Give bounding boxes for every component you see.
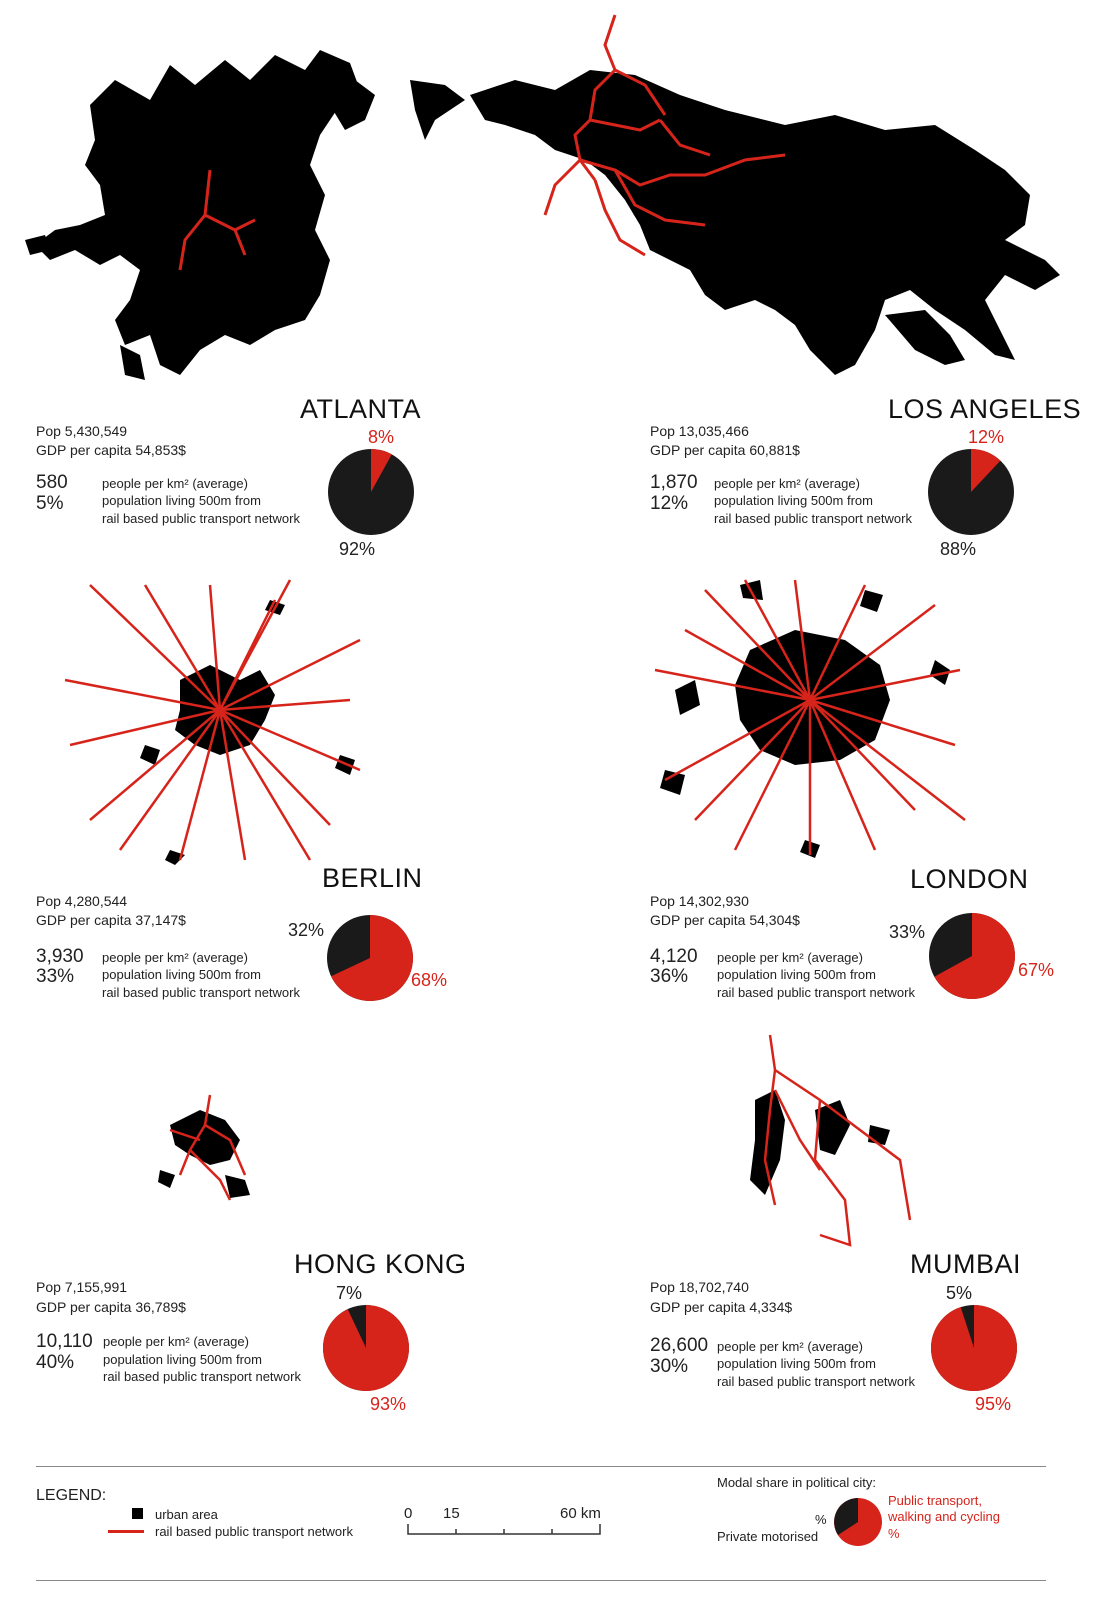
city-title-atlanta: ATLANTA — [300, 394, 422, 424]
pie-public-label-berlin: 68% — [411, 970, 448, 990]
city-density-mumbai: 26,600 — [650, 1335, 709, 1356]
city-title-hong-kong: HONG KONG — [294, 1249, 467, 1279]
pie-slice-public-los-angeles — [971, 449, 1001, 492]
city-gdp-hong-kong: GDP per capita 36,789$ — [36, 1299, 186, 1315]
rail-label-2-atlanta: rail based public transport network — [102, 511, 300, 526]
pie-chart-hong-kong — [322, 1305, 409, 1391]
city-density-london: 4,120 — [650, 946, 698, 967]
london-map — [654, 579, 966, 858]
pie-chart-berlin — [327, 915, 413, 1001]
pie-private-label-london: 33% — [889, 922, 926, 942]
rail-label-2-berlin: rail based public transport network — [102, 985, 300, 1000]
legend-pie-icon — [834, 1498, 882, 1546]
density-label-mumbai: people per km² (average) — [717, 1339, 863, 1354]
city-density-los-angeles: 1,870 — [650, 472, 698, 493]
hong-kong-map — [158, 1094, 250, 1201]
rail-label-1-los-angeles: population living 500m from — [714, 493, 873, 508]
rail-label-2-hong-kong: rail based public transport network — [103, 1369, 301, 1384]
modal-share-title: Modal share in political city: — [717, 1475, 876, 1490]
pie-slice-public-hong-kong — [322, 1305, 409, 1391]
pie-chart-los-angeles — [928, 449, 1014, 535]
pie-private-label-los-angeles: 88% — [940, 539, 977, 559]
city-rail-pct-london: 36% — [650, 966, 689, 987]
density-label-berlin: people per km² (average) — [102, 950, 248, 965]
city-gdp-los-angeles: GDP per capita 60,881$ — [650, 442, 800, 458]
legend-top-rule — [36, 1466, 1046, 1467]
legend-bottom-rule — [36, 1580, 1046, 1581]
rail-label-2-mumbai: rail based public transport network — [717, 1374, 915, 1389]
pie-slice-public-atlanta — [371, 449, 392, 492]
pie-slice-public-mumbai — [930, 1305, 1017, 1391]
rail-label-1-mumbai: population living 500m from — [717, 1356, 876, 1371]
legend-private-pct: % — [815, 1512, 827, 1527]
pie-public-label-los-angeles: 12% — [968, 427, 1005, 447]
city-title-los-angeles: LOS ANGELES — [888, 394, 1082, 424]
pie-private-label-mumbai: 5% — [946, 1283, 973, 1303]
rail-label-1-atlanta: population living 500m from — [102, 493, 261, 508]
pie-private-label-hong-kong: 7% — [336, 1283, 363, 1303]
los-angeles-map — [410, 14, 1060, 375]
pie-chart-london — [929, 913, 1015, 999]
urban-area-label: urban area — [155, 1507, 218, 1522]
rail-label-1-hong-kong: population living 500m from — [103, 1352, 262, 1367]
legend-public-label-2: walking and cycling — [888, 1509, 1001, 1524]
scale-label-15: 15 — [443, 1505, 460, 1522]
city-gdp-mumbai: GDP per capita 4,334$ — [650, 1299, 793, 1315]
city-rail-pct-los-angeles: 12% — [650, 493, 689, 514]
city-title-london: LONDON — [910, 864, 1029, 894]
city-rail-pct-berlin: 33% — [36, 966, 75, 987]
scale-label-60: 60 km — [560, 1505, 601, 1522]
pie-public-label-mumbai: 95% — [975, 1394, 1012, 1414]
pie-chart-mumbai — [930, 1305, 1017, 1391]
city-title-berlin: BERLIN — [322, 863, 423, 893]
pie-public-label-hong-kong: 93% — [370, 1394, 407, 1414]
city-pop-los-angeles: Pop 13,035,466 — [650, 423, 749, 439]
pie-private-label-atlanta: 92% — [339, 539, 376, 559]
density-label-atlanta: people per km² (average) — [102, 476, 248, 491]
legend-public-label-1: Public transport, — [888, 1493, 982, 1508]
atlanta-map — [25, 50, 375, 380]
pie-private-label-berlin: 32% — [288, 920, 325, 940]
city-title-mumbai: MUMBAI — [910, 1249, 1021, 1279]
berlin-map — [64, 579, 361, 865]
rail-label-2-los-angeles: rail based public transport network — [714, 511, 912, 526]
legend-private-label: Private motorised — [717, 1529, 819, 1544]
rail-network-swatch — [108, 1530, 144, 1533]
rail-network-label: rail based public transport network — [155, 1524, 353, 1539]
legend-public-pct: % — [888, 1526, 900, 1541]
legend-title: LEGEND: — [36, 1487, 107, 1504]
pie-slice-public-berlin — [331, 915, 413, 1001]
city-rail-pct-hong-kong: 40% — [36, 1352, 75, 1373]
city-pop-mumbai: Pop 18,702,740 — [650, 1279, 749, 1295]
pie-public-label-london: 67% — [1018, 960, 1055, 980]
city-density-atlanta: 580 — [36, 472, 68, 493]
city-rail-pct-mumbai: 30% — [650, 1356, 689, 1377]
pie-chart-atlanta — [328, 449, 414, 535]
scale-label-0: 0 — [404, 1505, 413, 1522]
city-pop-hong-kong: Pop 7,155,991 — [36, 1279, 128, 1295]
city-gdp-atlanta: GDP per capita 54,853$ — [36, 442, 186, 458]
scale-bar — [407, 1524, 601, 1535]
rail-label-1-london: population living 500m from — [717, 967, 876, 982]
density-label-los-angeles: people per km² (average) — [714, 476, 860, 491]
city-rail-pct-atlanta: 5% — [36, 493, 64, 514]
pie-public-label-atlanta: 8% — [368, 427, 395, 447]
city-pop-london: Pop 14,302,930 — [650, 893, 749, 909]
urban-area-swatch — [132, 1508, 143, 1519]
city-density-berlin: 3,930 — [36, 946, 84, 967]
city-gdp-berlin: GDP per capita 37,147$ — [36, 912, 186, 928]
pie-slice-public-london — [934, 913, 1015, 999]
density-label-london: people per km² (average) — [717, 950, 863, 965]
rail-label-1-berlin: population living 500m from — [102, 967, 261, 982]
city-density-hong-kong: 10,110 — [36, 1331, 93, 1352]
rail-label-2-london: rail based public transport network — [717, 985, 915, 1000]
mumbai-map — [750, 1034, 912, 1247]
city-gdp-london: GDP per capita 54,304$ — [650, 912, 800, 928]
city-pop-berlin: Pop 4,280,544 — [36, 893, 128, 909]
city-pop-atlanta: Pop 5,430,549 — [36, 423, 128, 439]
density-label-hong-kong: people per km² (average) — [103, 1334, 249, 1349]
